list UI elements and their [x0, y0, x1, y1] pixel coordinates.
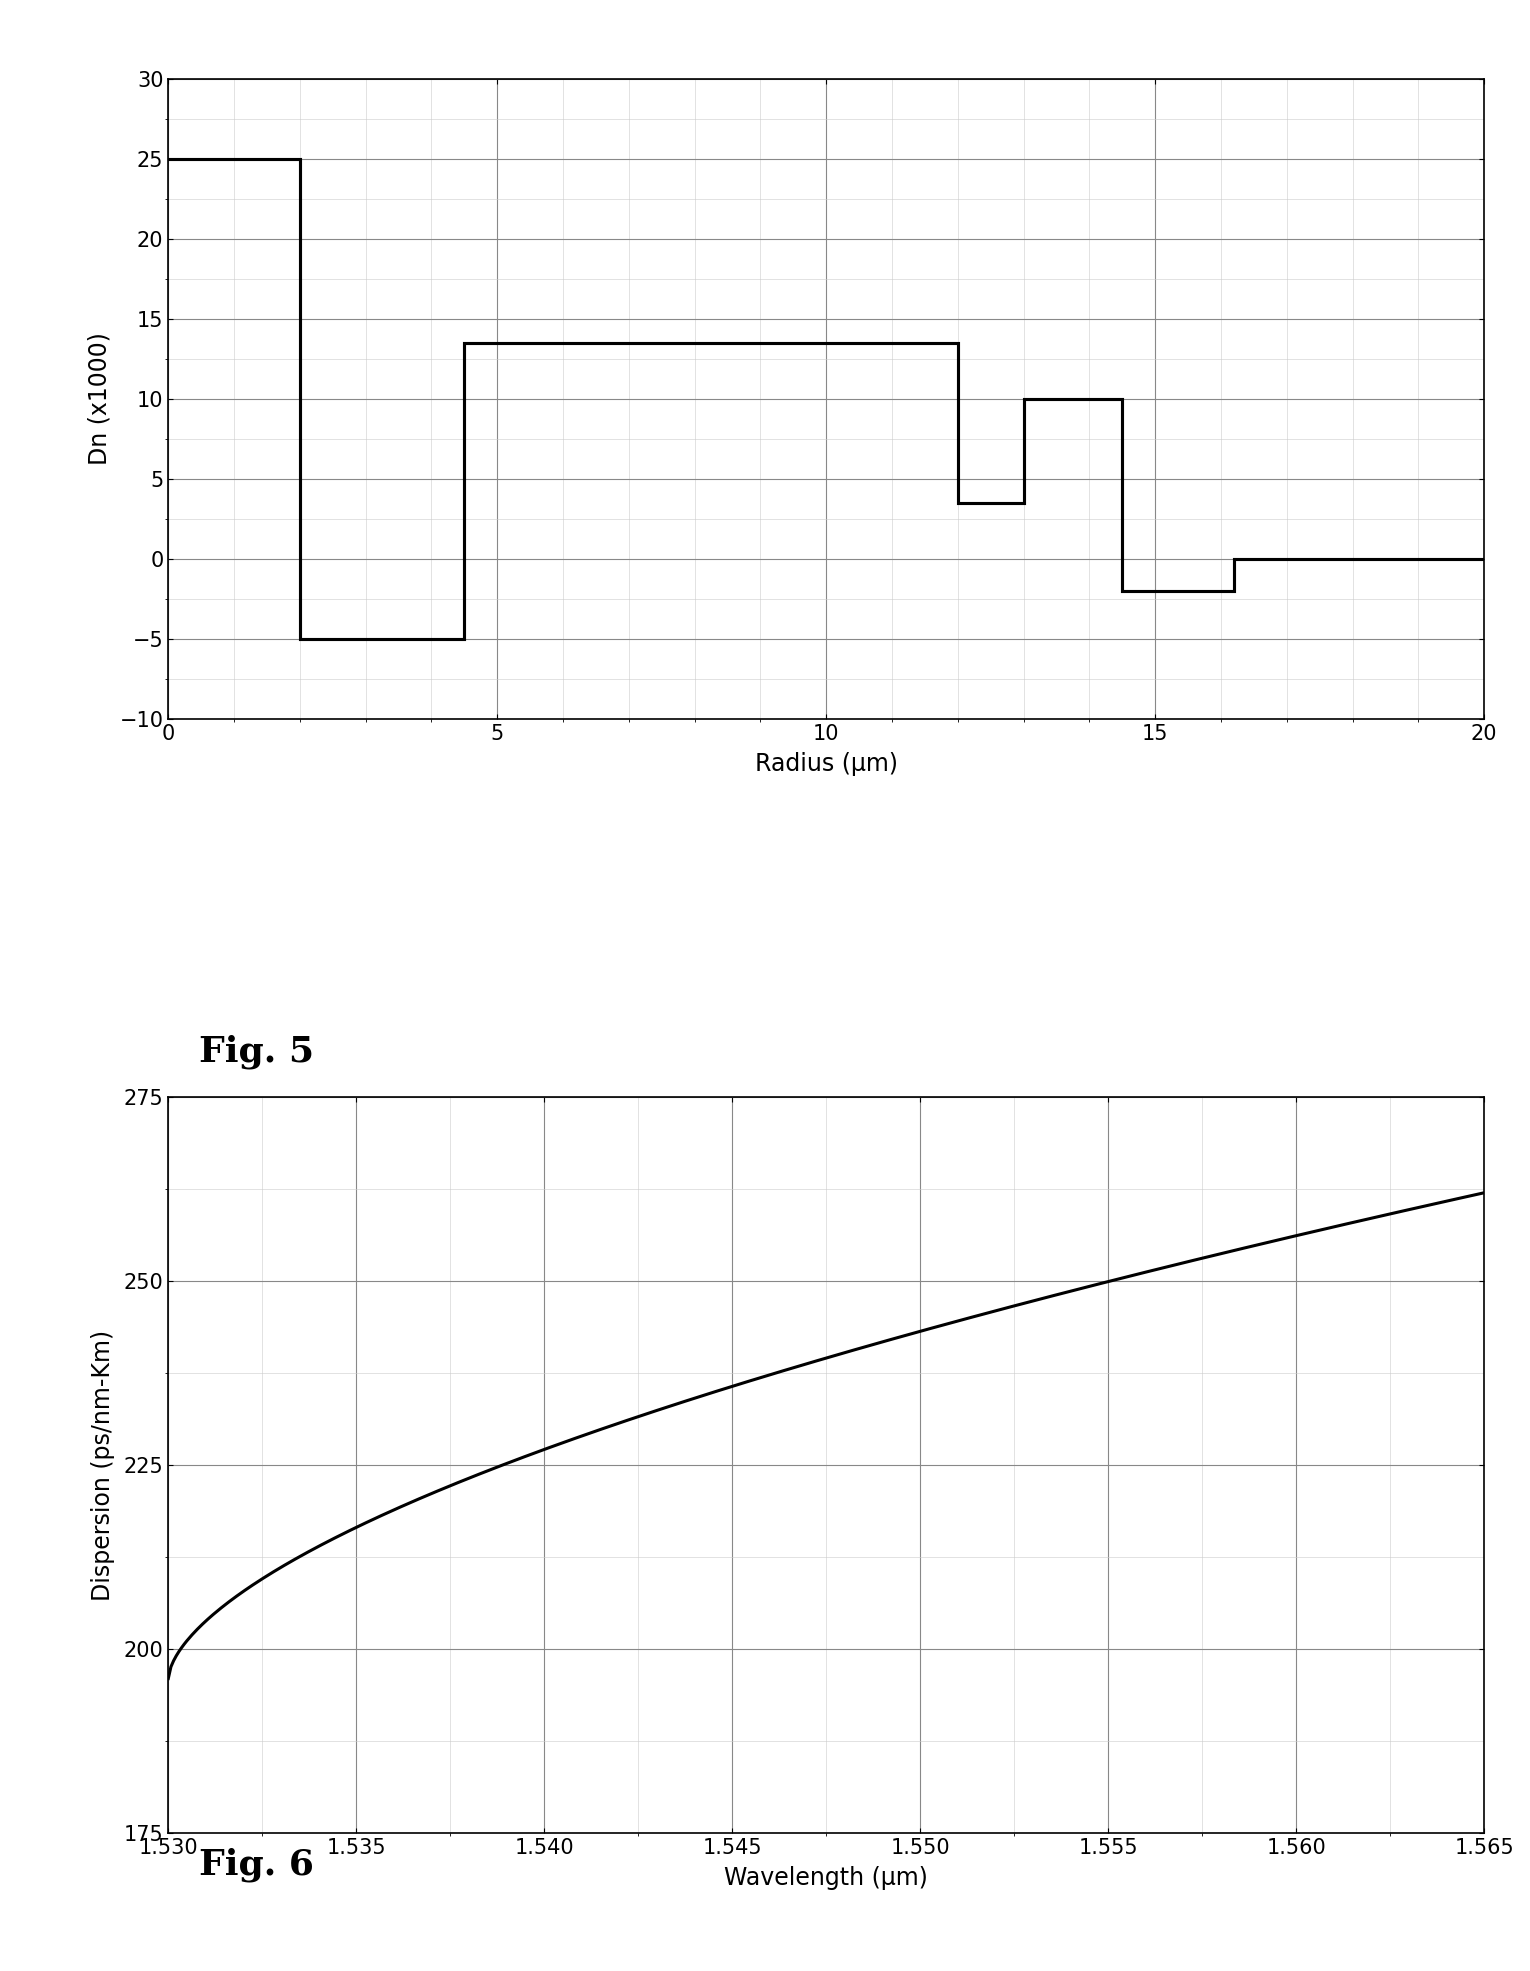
X-axis label: Radius (μm): Radius (μm) — [754, 753, 898, 777]
Text: Fig. 5: Fig. 5 — [199, 1035, 314, 1070]
Text: Fig. 6: Fig. 6 — [199, 1847, 314, 1882]
Y-axis label: Dn (x1000): Dn (x1000) — [87, 333, 112, 465]
Y-axis label: Dispersion (ps/nm-Km): Dispersion (ps/nm-Km) — [92, 1330, 115, 1600]
X-axis label: Wavelength (μm): Wavelength (μm) — [724, 1867, 929, 1890]
